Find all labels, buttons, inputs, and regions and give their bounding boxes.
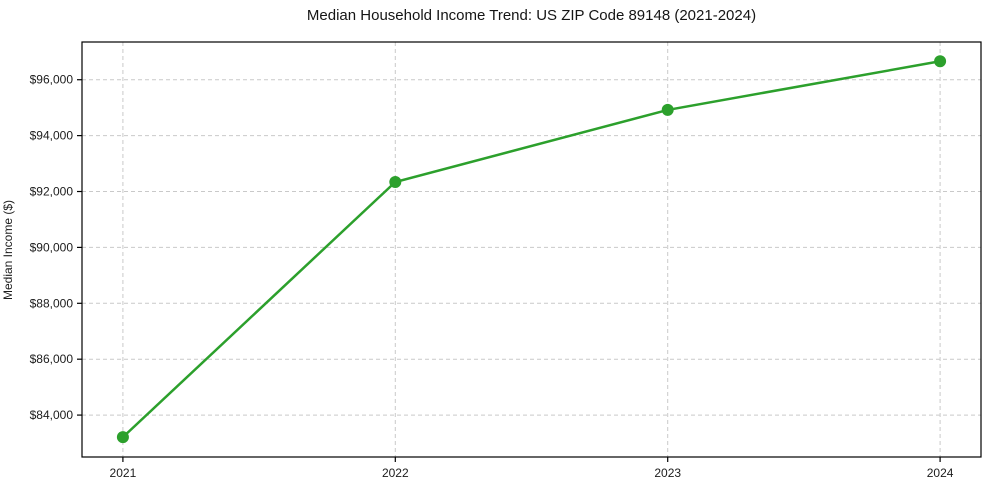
data-point-marker (116, 431, 129, 444)
x-tick-label: 2023 (654, 466, 681, 480)
plot-frame (81, 41, 982, 458)
trend-line (121, 60, 942, 439)
data-point-marker (934, 55, 947, 68)
y-tick-label: $90,000 (30, 240, 74, 254)
x-tick-label: 2021 (110, 466, 137, 480)
data-point-marker (661, 103, 674, 116)
y-tick-label: $96,000 (30, 73, 74, 87)
y-tick-label: $88,000 (30, 296, 74, 310)
y-axis-label: Median Income ($) (1, 200, 15, 300)
y-tick-label: $94,000 (30, 129, 74, 143)
y-tick-label: $84,000 (30, 408, 74, 422)
chart-title: Median Household Income Trend: US ZIP Co… (306, 7, 757, 24)
x-tick-label: 2024 (927, 466, 954, 480)
y-tick-label: $86,000 (30, 352, 74, 366)
y-tick-label: $92,000 (30, 185, 74, 199)
data-point-marker (389, 176, 402, 189)
x-tick-label: 2022 (382, 466, 409, 480)
